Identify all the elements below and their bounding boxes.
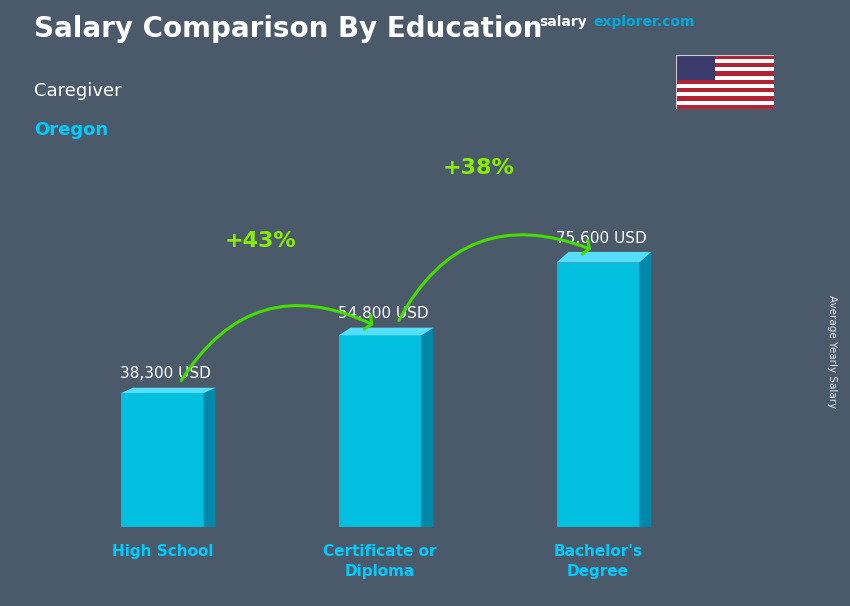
Polygon shape: [204, 388, 216, 527]
Text: explorer.com: explorer.com: [593, 15, 694, 29]
Bar: [676, 76, 774, 80]
Bar: [338, 335, 422, 527]
Bar: [121, 393, 204, 527]
Text: salary: salary: [540, 15, 587, 29]
Text: +38%: +38%: [442, 158, 514, 178]
Bar: [676, 72, 774, 76]
Bar: [676, 67, 774, 72]
Bar: [676, 63, 774, 67]
Bar: [676, 105, 774, 109]
Bar: [676, 96, 774, 101]
Text: Average Yearly Salary: Average Yearly Salary: [827, 295, 837, 408]
Polygon shape: [422, 328, 434, 527]
Bar: [676, 84, 774, 88]
Text: Caregiver: Caregiver: [34, 82, 122, 100]
Polygon shape: [557, 252, 651, 262]
Bar: [676, 55, 774, 59]
Bar: [676, 59, 774, 63]
Bar: [676, 55, 715, 80]
Text: 38,300 USD: 38,300 USD: [121, 367, 212, 381]
Text: +43%: +43%: [224, 231, 296, 251]
Polygon shape: [121, 388, 216, 393]
Bar: [676, 101, 774, 105]
Text: Oregon: Oregon: [34, 121, 108, 139]
Text: Salary Comparison By Education: Salary Comparison By Education: [34, 15, 542, 43]
Polygon shape: [639, 252, 651, 527]
Text: 75,600 USD: 75,600 USD: [556, 231, 647, 245]
Bar: [676, 80, 774, 84]
Text: 54,800 USD: 54,800 USD: [338, 307, 429, 321]
Polygon shape: [338, 328, 434, 335]
Bar: [557, 262, 639, 527]
Bar: [676, 88, 774, 92]
Bar: [676, 92, 774, 96]
